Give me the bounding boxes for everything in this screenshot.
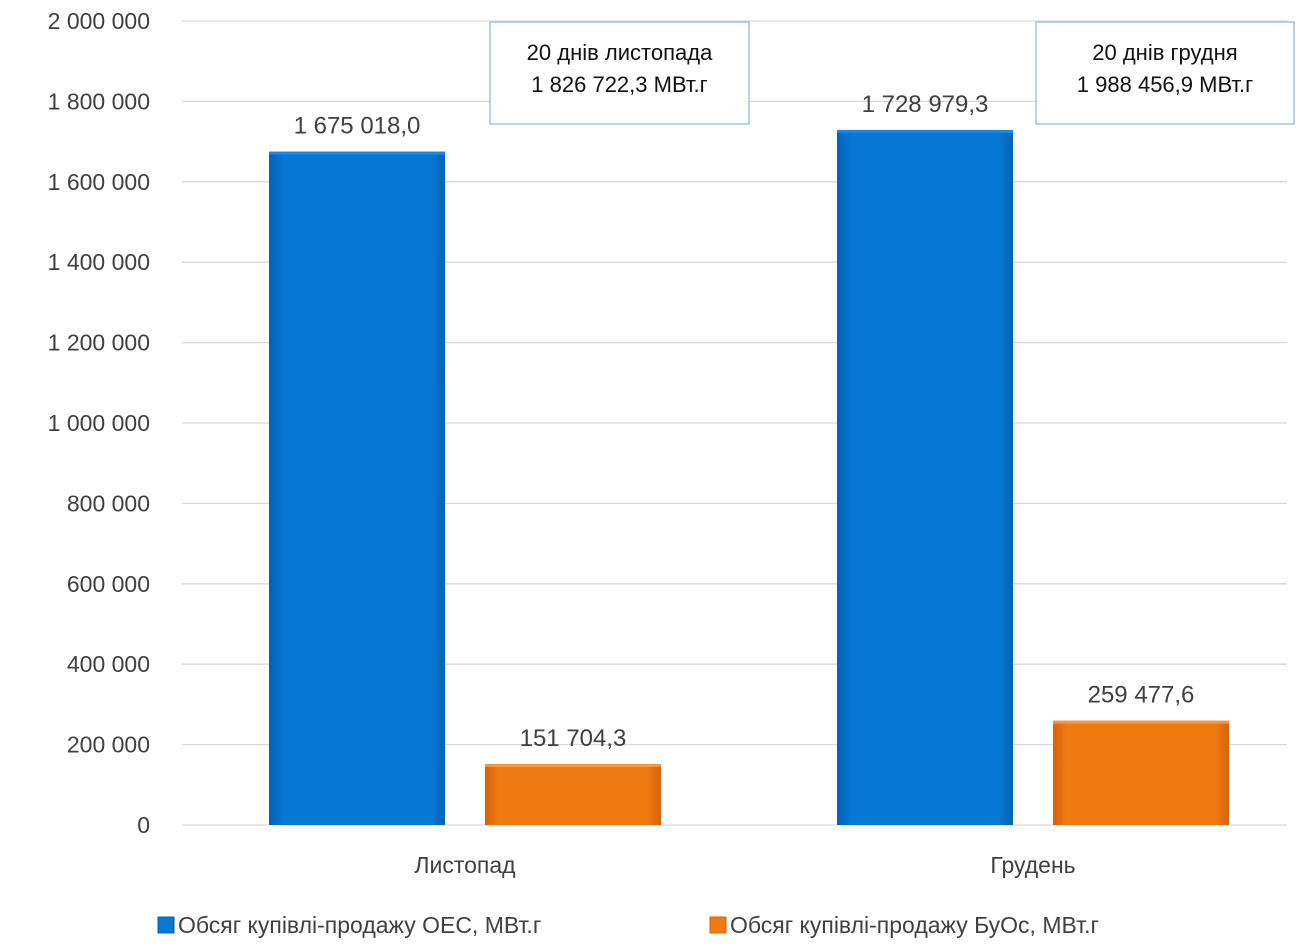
bars [269, 129, 1229, 825]
legend-item: Обсяг купівлі-продажу БуОс, МВт.г [709, 912, 1099, 938]
x-axis-category-labels: Листопад Грудень [414, 852, 1075, 878]
data-label: 259 477,6 [1088, 682, 1195, 709]
legend-item: Обсяг купівлі-продажу ОЕС, МВт.г [157, 912, 541, 938]
y-tick-label: 0 [137, 812, 150, 838]
y-tick-label: 800 000 [67, 490, 150, 516]
y-tick-label: 600 000 [67, 571, 150, 597]
y-tick-label: 1 600 000 [48, 169, 150, 195]
data-label: 1 728 979,3 [862, 91, 989, 118]
y-tick-label: 400 000 [67, 651, 150, 677]
data-labels: 1 675 018,0 1 728 979,3 151 704,3 259 477,6 [294, 91, 1195, 752]
annotation-line: 20 днів листопада [527, 40, 713, 65]
bar-series-1-2 [837, 129, 1013, 825]
annotation-line: 20 днів грудня [1092, 40, 1237, 65]
bar-series-2-2 [1053, 720, 1229, 825]
bar-top-edge [1053, 720, 1229, 724]
legend: Обсяг купівлі-продажу ОЕС, МВт.г Обсяг ку… [157, 912, 1099, 938]
annotation-line: 1 826 722,3 МВт.г [531, 72, 707, 97]
legend-swatch [709, 916, 727, 934]
annotation-frame [1035, 21, 1295, 125]
legend-label: Обсяг купівлі-продажу БуОс, МВт.г [730, 912, 1099, 938]
y-tick-label: 1 000 000 [48, 410, 150, 436]
x-category-label: Грудень [990, 852, 1075, 878]
data-label: 1 675 018,0 [294, 113, 421, 140]
y-tick-label: 2 000 000 [48, 8, 150, 34]
y-tick-label: 200 000 [67, 732, 150, 758]
y-tick-label: 1 800 000 [48, 88, 150, 114]
bar-top-edge [485, 764, 661, 768]
legend-label: Обсяг купівлі-продажу ОЕС, МВт.г [178, 912, 541, 938]
y-tick-label: 1 400 000 [48, 249, 150, 275]
annotation-line: 1 988 456,9 МВт.г [1077, 72, 1253, 97]
bar-series-1-1 [269, 151, 445, 825]
annotation-box: 20 днів грудня 1 988 456,9 МВт.г [1035, 21, 1295, 125]
data-label: 151 704,3 [520, 725, 627, 752]
annotation-frame [489, 21, 750, 125]
y-axis-tick-labels: 0 200 000 400 000 600 000 800 000 1 000 000 1 … [48, 8, 150, 838]
x-category-label: Листопад [414, 852, 516, 878]
y-tick-label: 1 200 000 [48, 330, 150, 356]
bar-top-edge [269, 151, 445, 155]
bar-series-2-1 [485, 764, 661, 825]
bar-top-edge [837, 129, 1013, 133]
legend-swatch [157, 916, 175, 934]
annotation-box: 20 днів листопада 1 826 722,3 МВт.г [489, 21, 750, 125]
